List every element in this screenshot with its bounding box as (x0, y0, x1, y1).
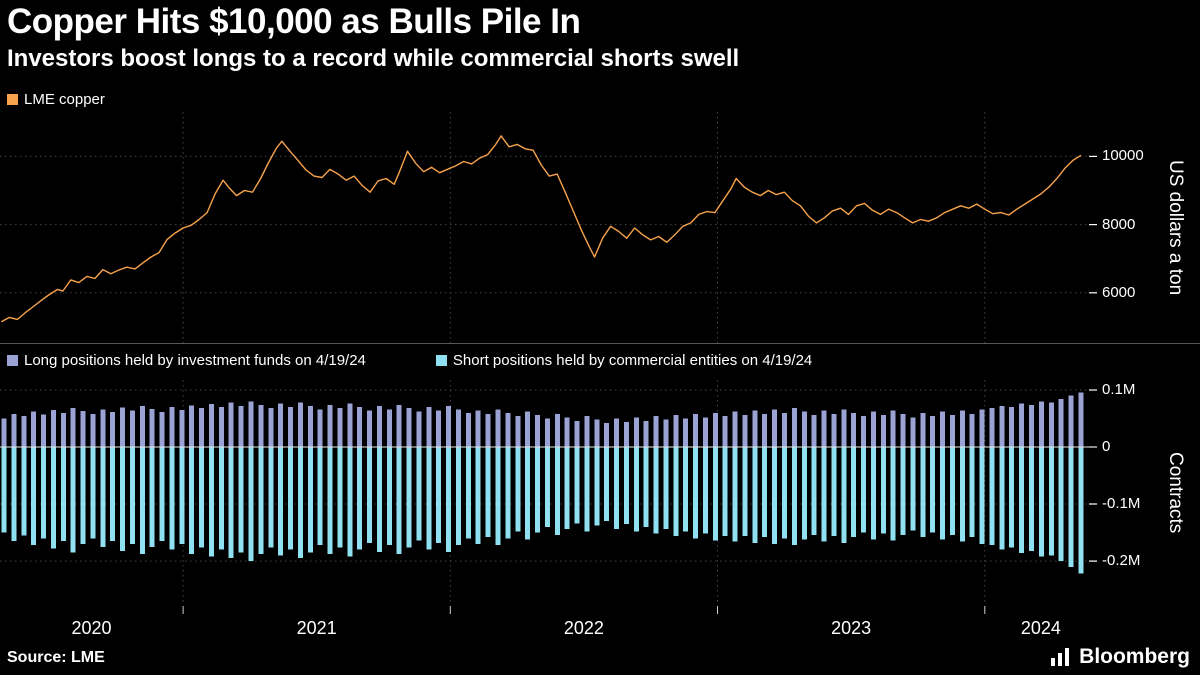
x-tick-label: 2023 (831, 618, 872, 638)
y-tick-label: -0.2M (1102, 552, 1141, 570)
copper-price-line-chart (0, 112, 1097, 344)
bottom-legend: Long positions held by investment funds … (7, 352, 882, 369)
x-tick-label: 2020 (71, 618, 112, 638)
bloomberg-logo: Bloomberg (1049, 645, 1190, 669)
y-tick-label: 0 (1102, 438, 1111, 455)
bottom-chart-y-axis-ticks: 0.1M 0 -0.1M -0.2M (1102, 380, 1172, 605)
long-positions-legend-item: Long positions held by investment funds … (7, 352, 366, 369)
y-tick-label: 0.1M (1102, 380, 1136, 398)
positions-bar-chart (0, 380, 1097, 614)
x-tick-label: 2022 (563, 618, 604, 638)
x-tick-label: 2024 (1020, 618, 1061, 638)
lme-copper-swatch-icon (7, 94, 18, 105)
top-legend: LME copper (7, 91, 105, 108)
y-tick-label: 10000 (1102, 147, 1144, 165)
bloomberg-chart-icon (1051, 648, 1070, 666)
chart-title: Copper Hits $10,000 as Bulls Pile In (7, 2, 581, 41)
top-chart-y-axis-title: US dollars a ton (1165, 160, 1186, 296)
chart-subtitle: Investors boost longs to a record while … (7, 45, 740, 72)
short-positions-legend-item: Short positions held by commercial entit… (435, 352, 813, 369)
y-tick-label: 6000 (1102, 283, 1136, 301)
long-positions-legend-label: Long positions held by investment funds … (24, 352, 366, 369)
x-axis-labels: 2020 2021 2022 2023 2024 (0, 618, 1100, 644)
bottom-chart-y-axis-title: Contracts (1165, 451, 1186, 534)
x-tick-label: 2021 (296, 618, 337, 638)
bloomberg-wordmark: Bloomberg (1079, 645, 1190, 668)
top-chart-y-axis-ticks: 10000 8000 6000 (1102, 112, 1172, 344)
lme-copper-legend-label: LME copper (24, 91, 105, 108)
panel-divider (0, 343, 1200, 344)
long-positions-swatch-icon (7, 355, 18, 366)
short-positions-legend-label: Short positions held by commercial entit… (452, 352, 813, 369)
y-tick-label: -0.1M (1102, 495, 1141, 513)
short-positions-swatch-icon (435, 355, 447, 366)
source-note: Source: LME (7, 649, 105, 666)
y-tick-label: 8000 (1102, 215, 1136, 233)
